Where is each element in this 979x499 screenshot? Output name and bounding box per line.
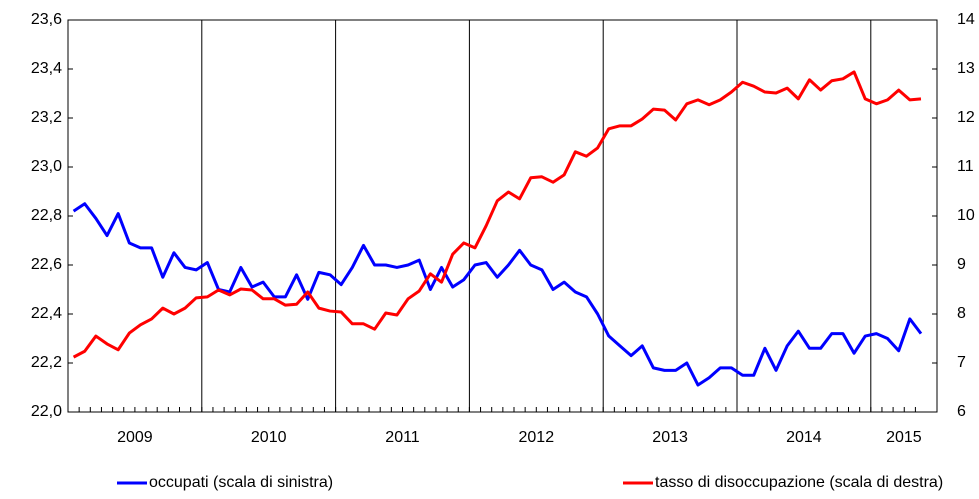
y-tick-label: 22,2 (31, 354, 62, 371)
y2-tick-label: 7 (957, 354, 966, 371)
y-tick-label: 22,8 (31, 207, 62, 224)
x-tick-label: 2012 (519, 429, 555, 446)
x-tick-label: 2011 (385, 429, 420, 446)
x-tick-label: 2009 (117, 429, 153, 446)
series-line (72, 202, 923, 387)
y2-tick-label: 9 (957, 256, 966, 273)
y-tick-label: 23,6 (31, 11, 62, 28)
y2-tick-label: 13 (957, 60, 975, 77)
y-tick-label: 22,6 (31, 256, 62, 273)
y-tick-label: 22,4 (31, 305, 62, 322)
y2-tick-label: 12 (957, 109, 975, 126)
y2-tick-label: 6 (957, 403, 966, 420)
x-tick-label: 2015 (886, 429, 922, 446)
y-tick-label: 23,2 (31, 109, 62, 126)
y-tick-label: 23,0 (31, 158, 62, 175)
plot-frame (67, 19, 938, 413)
y2-tick-label: 8 (957, 305, 966, 322)
x-tick-label: 2010 (251, 429, 287, 446)
x-tick-label: 2014 (786, 429, 822, 446)
y-tick-label: 22,0 (31, 403, 62, 420)
y2-tick-label: 14 (957, 11, 975, 28)
legend-label: tasso di disoccupazione (scala di destra… (655, 474, 943, 491)
legend-label: occupati (scala di sinistra) (149, 474, 333, 491)
y2-tick-label: 10 (957, 207, 975, 224)
y-tick-label: 23,4 (31, 60, 62, 77)
y2-tick-label: 11 (957, 158, 974, 175)
series-line (72, 70, 922, 359)
x-tick-label: 2013 (652, 429, 688, 446)
